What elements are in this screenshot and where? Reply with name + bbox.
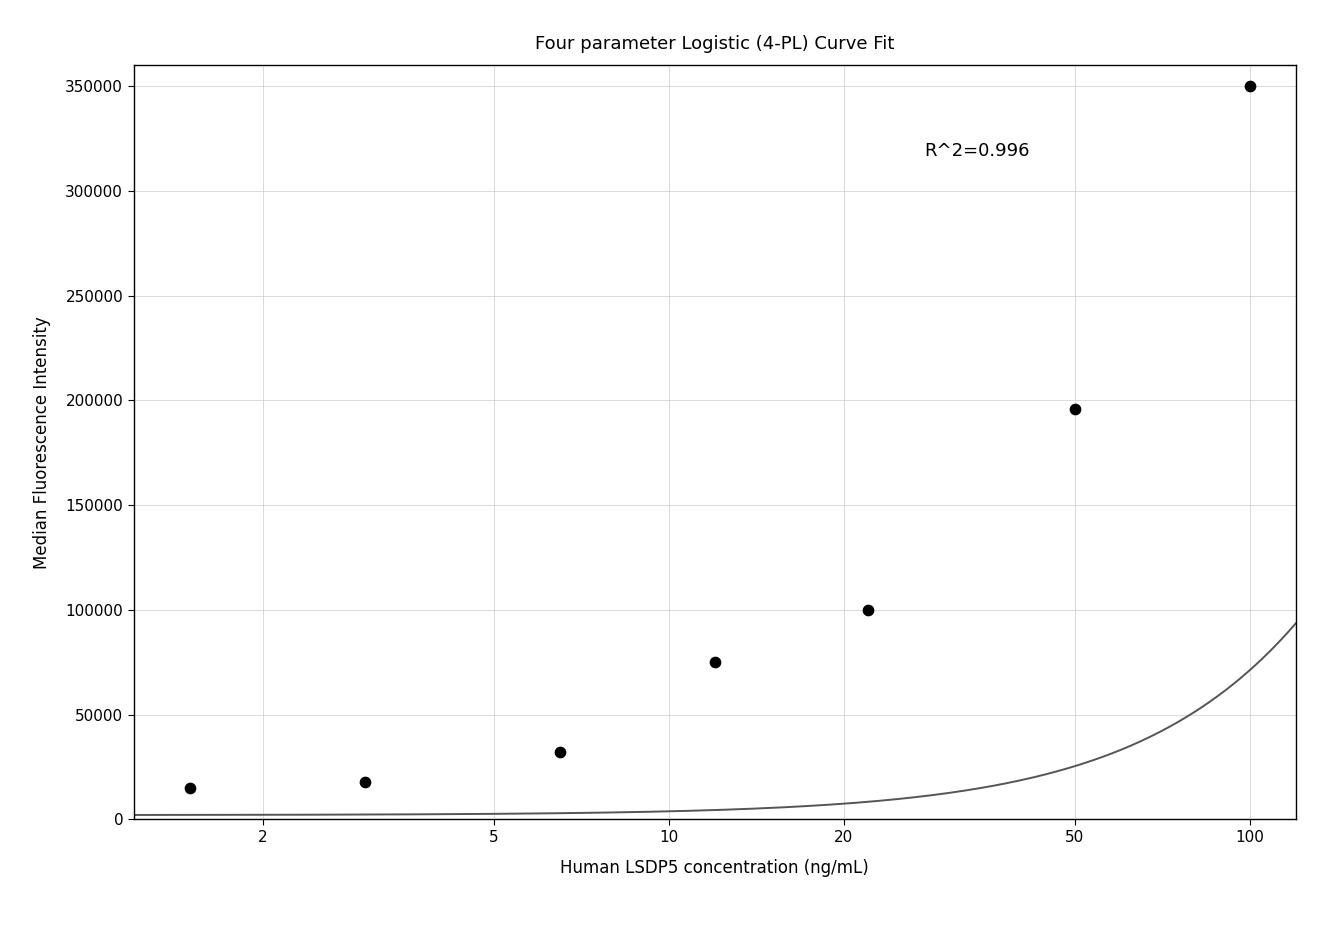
Point: [704, 654, 725, 669]
Point: [1065, 401, 1086, 416]
Point: [549, 745, 570, 760]
X-axis label: Human LSDP5 concentration (ng/mL): Human LSDP5 concentration (ng/mL): [560, 858, 870, 877]
Point: [858, 602, 879, 617]
Y-axis label: Median Fluorescence Intensity: Median Fluorescence Intensity: [33, 316, 51, 569]
Point: [1240, 78, 1261, 93]
Point: [354, 775, 375, 789]
Title: Four parameter Logistic (4-PL) Curve Fit: Four parameter Logistic (4-PL) Curve Fit: [536, 34, 894, 52]
Point: [179, 780, 200, 795]
Text: R^2=0.996: R^2=0.996: [925, 142, 1030, 159]
